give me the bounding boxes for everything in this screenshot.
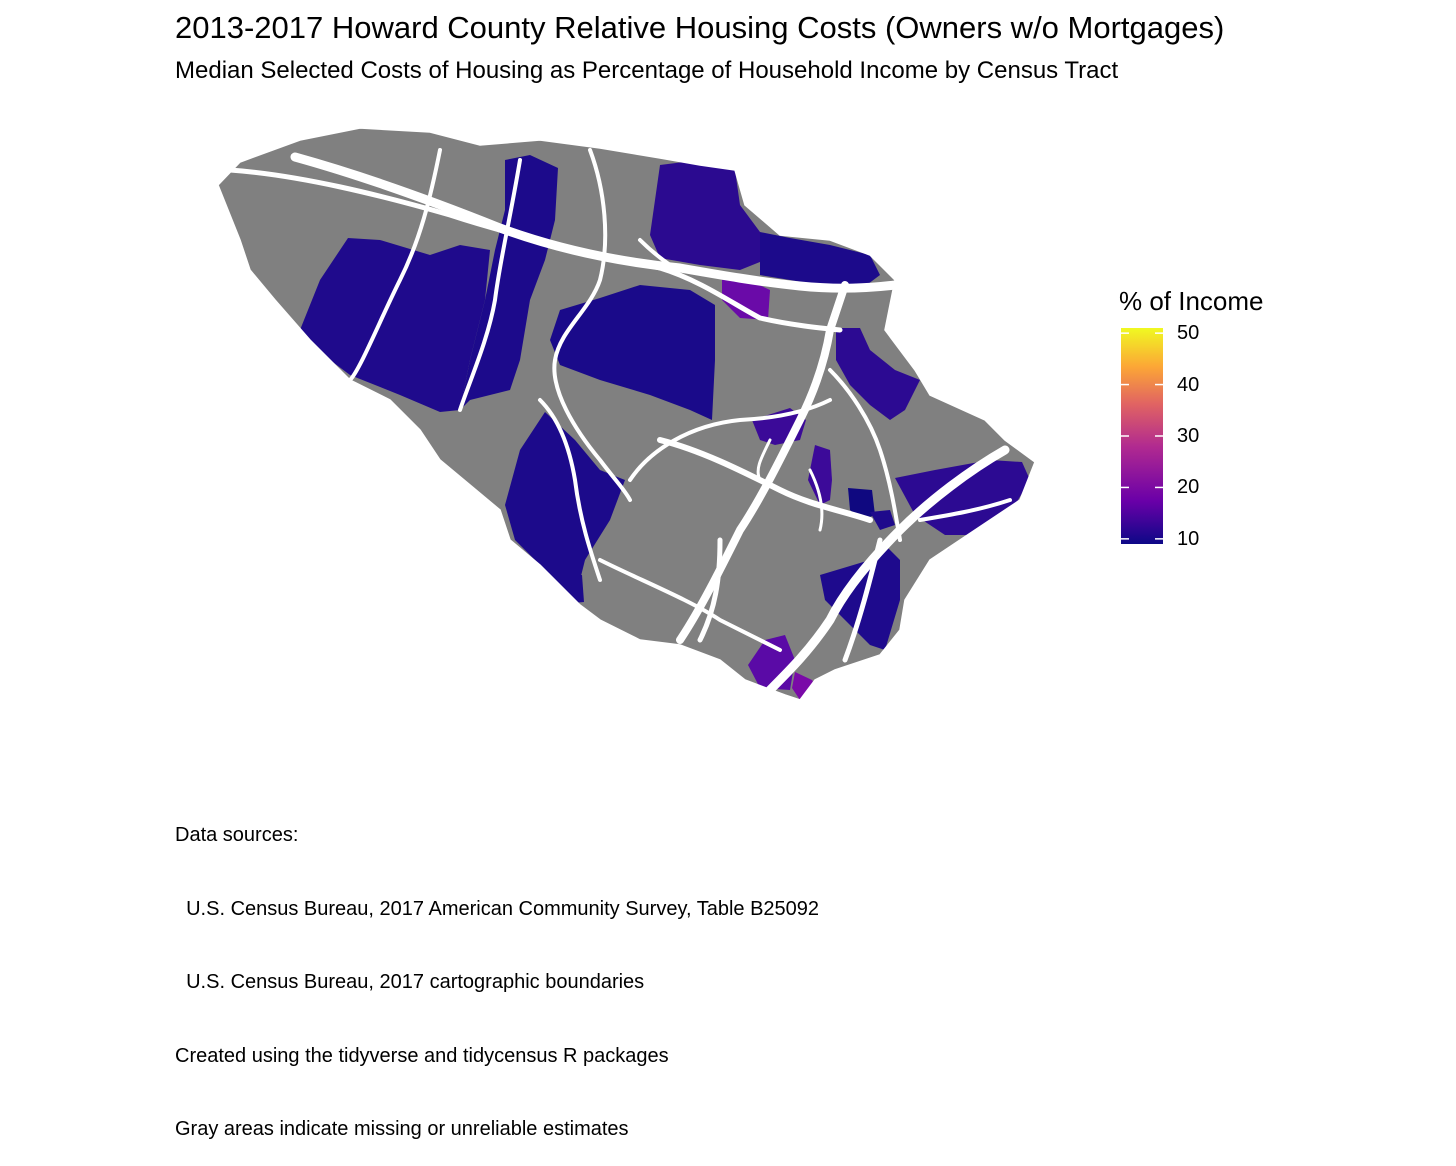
legend-title: % of Income — [1119, 286, 1264, 316]
road-central-ns — [552, 148, 632, 502]
road-east-loop — [828, 368, 902, 542]
caption-line: U.S. Census Bureau, 2017 American Commun… — [175, 897, 820, 920]
tract-west — [300, 238, 490, 412]
legend-tick-label: 20 — [1177, 476, 1200, 499]
tract-east-1 — [836, 328, 920, 420]
road-west-ns — [348, 148, 442, 382]
tract-purple-highlight — [722, 277, 770, 320]
data-caption: Data sources: U.S. Census Bureau, 2017 A… — [175, 774, 819, 1166]
legend-tick-label: 30 — [1177, 425, 1200, 447]
census-tract-map — [217, 127, 1036, 701]
map-title: 2013-2017 Howard County Relative Housing… — [175, 10, 1225, 45]
road-central-loop — [628, 398, 832, 482]
road-south-ns — [697, 537, 723, 643]
county-boundary — [218, 128, 1035, 700]
tract-central-west — [550, 285, 715, 420]
road-inner-2 — [808, 468, 824, 532]
major-roads — [227, 148, 1012, 695]
road-route-32 — [657, 437, 873, 523]
road-east-spur — [918, 498, 1012, 522]
road-inner-1 — [756, 438, 772, 482]
tract-southeast — [820, 545, 900, 650]
caption-line: Data sources: — [175, 824, 299, 846]
road-route-40 — [227, 167, 843, 333]
map-subtitle: Median Selected Costs of Housing as Perc… — [175, 57, 1119, 84]
road-north-spur — [638, 238, 672, 267]
tract-north — [650, 160, 765, 270]
road-south-arc — [598, 558, 782, 652]
road-west-sw — [538, 398, 602, 582]
legend-tick-label: 40 — [1177, 373, 1200, 396]
legend-colorbar — [1121, 328, 1163, 544]
caption-line: U.S. Census Bureau, 2017 cartographic bo… — [175, 971, 645, 993]
tract-columbia-2 — [808, 445, 832, 505]
tract-southwest — [505, 412, 625, 600]
road-route-95 — [765, 445, 1010, 695]
county-outline — [217, 127, 1036, 701]
tract-south-sliver — [571, 575, 584, 603]
caption-line: Gray areas indicate missing or unreliabl… — [175, 1118, 629, 1140]
legend-tick-label: 50 — [1177, 322, 1200, 345]
tract-northeast — [760, 232, 880, 290]
road-southeast-ns — [842, 537, 883, 663]
tract-columbia-4 — [870, 510, 895, 530]
tract-columbia-3 — [848, 488, 875, 520]
legend-tick-label: 10 — [1177, 527, 1200, 550]
caption-line: Created using the tidyverse and tidycens… — [175, 1044, 669, 1067]
road-corridor-ns — [458, 158, 522, 412]
